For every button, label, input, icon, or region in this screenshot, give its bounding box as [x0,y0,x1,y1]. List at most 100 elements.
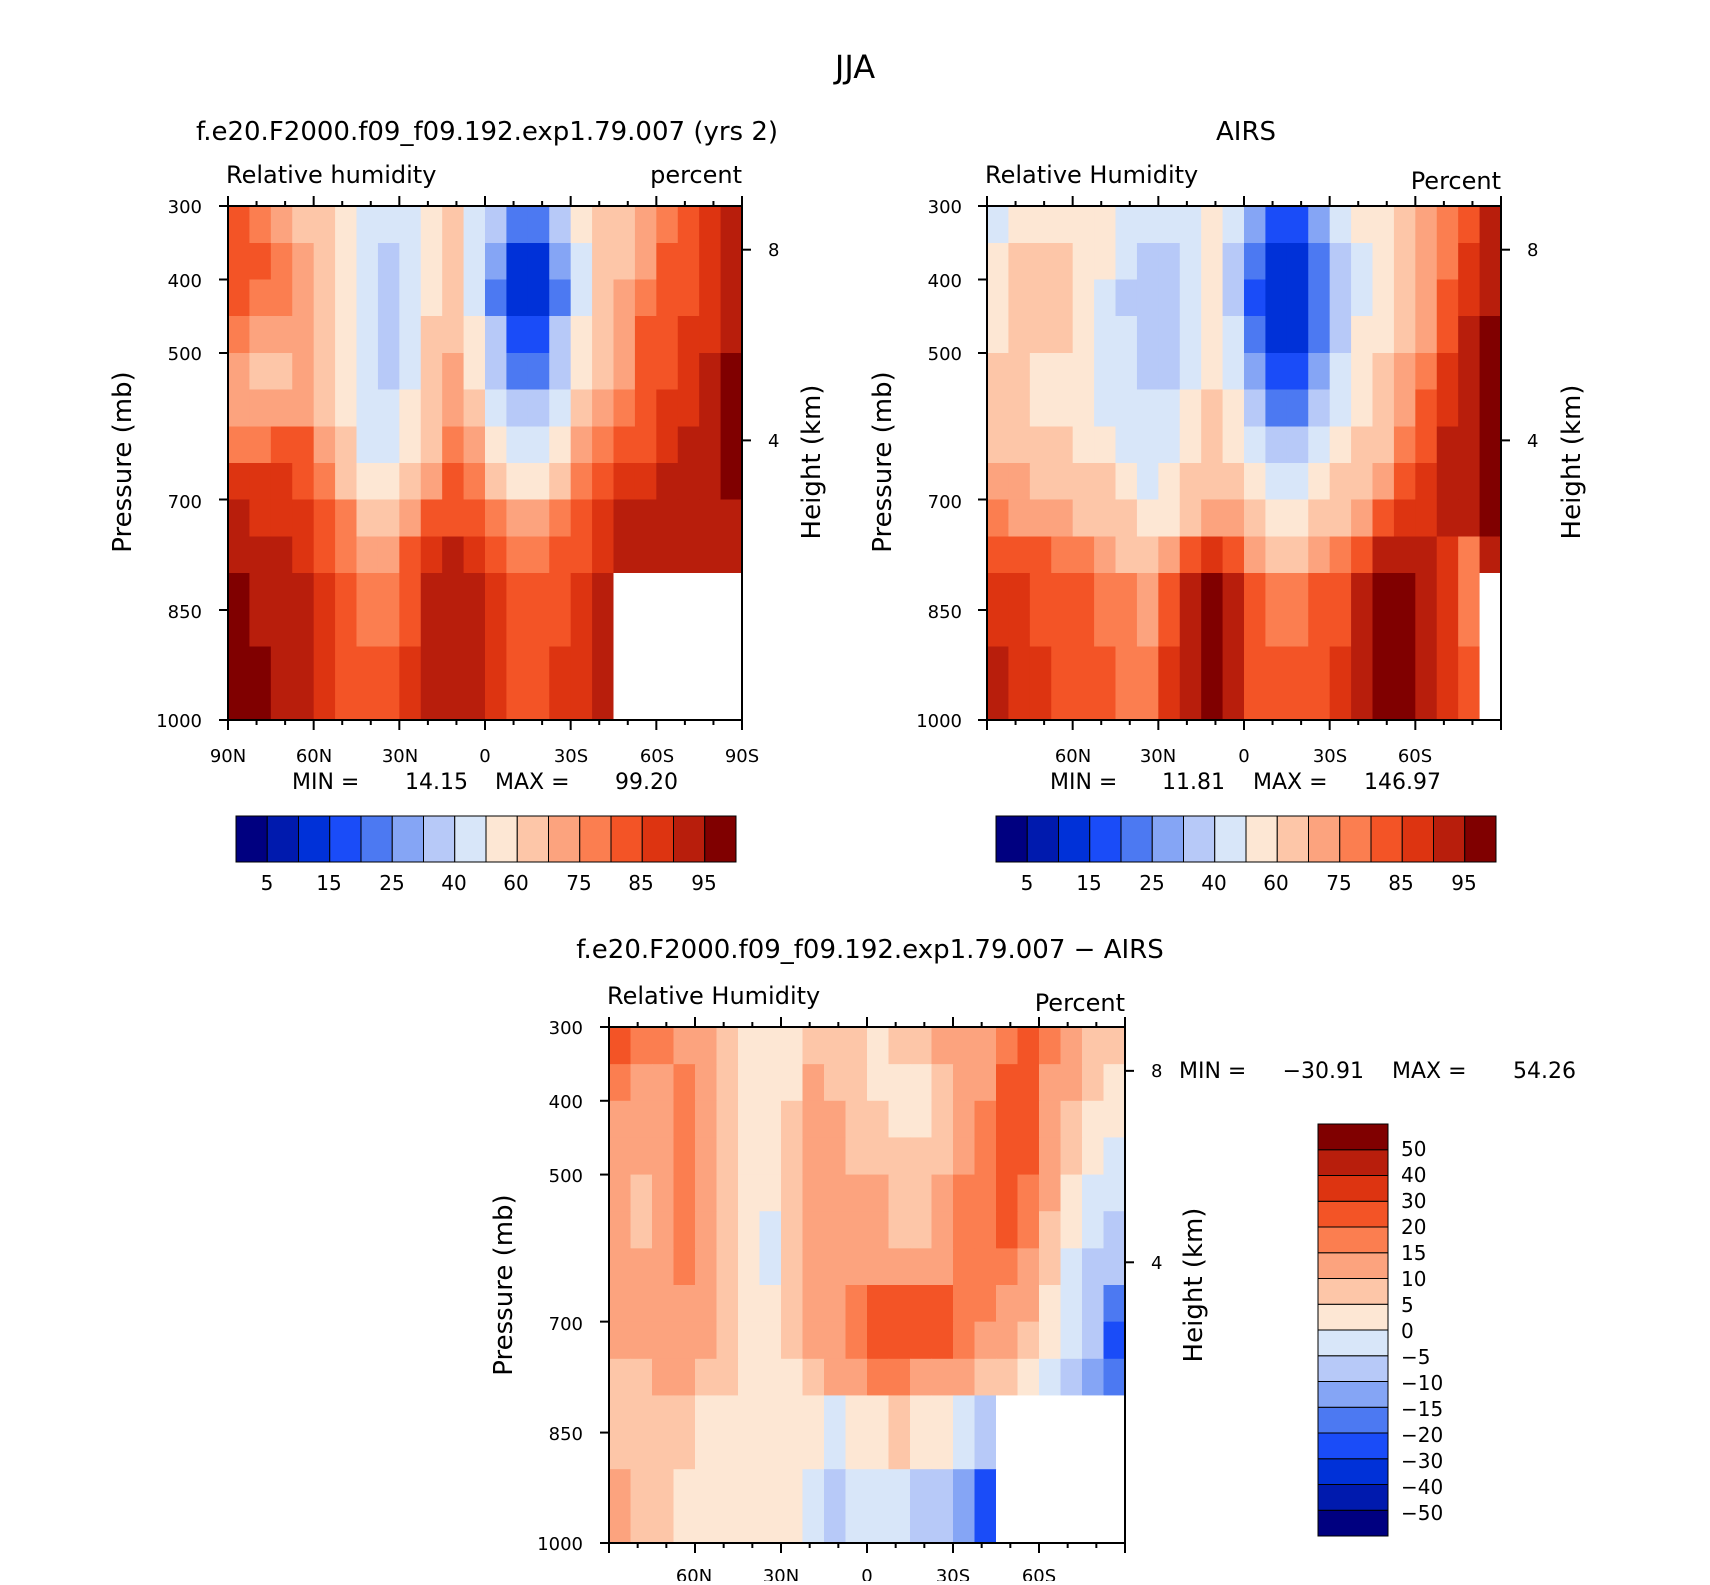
heatmap-cell [270,573,293,648]
heatmap-cell [1039,1027,1062,1065]
heatmap-cell [910,1248,933,1286]
heatmap-cell [1415,243,1438,281]
heatmap-cell [781,1358,804,1397]
heatmap-cell [652,1285,675,1323]
heatmap-cell [613,499,636,538]
heatmap-cell [292,279,315,317]
heatmap-cell [695,1358,718,1397]
heatmap-cell [1158,316,1181,354]
heatmap-cell [399,573,422,648]
heatmap-cell [888,1469,911,1544]
heatmap-cell [1008,646,1031,721]
heatmap-cell [1308,646,1331,721]
heatmap-cell [613,536,636,574]
heatmap-cell [1222,279,1245,317]
heatmap-cell [1094,573,1117,648]
heatmap-cell [463,389,486,428]
heatmap-cell [1051,646,1074,721]
heatmap-cell [824,1321,847,1360]
heatmap-cell [845,1027,868,1065]
heatmap-cell [656,463,679,501]
heatmap-cell [613,646,636,721]
heatmap-cell [1351,279,1374,317]
heatmap-cell [609,1248,632,1286]
heatmap-cell [695,1321,718,1360]
colorbar-label: 60 [1263,871,1288,895]
heatmap-cell [1072,463,1095,501]
heatmap-cell [463,426,486,464]
heatmap-cell [1136,353,1159,391]
colorbar-label: 5 [1021,871,1034,895]
heatmap-cell [673,1358,696,1397]
heatmap-cell [888,1211,911,1249]
heatmap-cell [1082,1211,1105,1249]
colorbar-box [1317,1458,1389,1485]
heatmap-cell [781,1395,804,1470]
heatmap-cell [695,1469,718,1544]
heatmap-cell [377,463,400,501]
heatmap-cell [1051,206,1074,244]
heatmap-cell [527,389,550,428]
heatmap-cell [335,536,358,574]
heatmap-cell [270,499,293,538]
heatmap-cell [1072,206,1095,244]
heatmap-cell [485,206,508,244]
heatmap-cell [613,206,636,244]
heatmap-cell [824,1469,847,1544]
heatmap-cell [1329,206,1352,244]
heatmap-cell [1082,1137,1105,1176]
heatmap-cell [634,353,657,391]
heatmap-cell [953,1358,976,1397]
heatmap-cell [996,1321,1019,1360]
heatmap-cell [592,243,615,281]
heatmap-cell [1082,1358,1105,1397]
x-tick-label: 30N [1140,746,1176,767]
y-tick-label: 850 [928,602,962,623]
heatmap-cell [1017,1469,1040,1544]
heatmap-cell [356,646,379,721]
heatmap-cell [1222,206,1245,244]
heatmap-cell [1115,646,1138,721]
heatmap-cell [592,463,615,501]
heatmap-cell [1436,316,1459,354]
heatmap-cell [867,1285,890,1323]
heatmap-cell [845,1174,868,1212]
heatmap-cell [549,316,572,354]
x-tick-label: 60S [1022,1566,1056,1581]
heatmap-cell [888,1321,911,1360]
heatmap-cell [527,463,550,501]
heatmap-cell [1017,1395,1040,1470]
heatmap-cell [1179,316,1202,354]
heatmap-cell [1393,279,1416,317]
heatmap-cell [420,426,443,464]
heatmap-cell [1286,389,1309,428]
heatmap-cell [1244,463,1267,501]
colorbar-box [995,815,1028,863]
colorbar-label: 15 [1076,871,1101,895]
heatmap-cell [888,1285,911,1323]
heatmap-cell [824,1137,847,1176]
heatmap-cell [1103,1211,1126,1249]
heatmap-cell [549,499,572,538]
heatmap-cell [527,499,550,538]
heatmap-cell [1094,243,1117,281]
heatmap-cell [1372,426,1395,464]
heatmap-cell [1179,426,1202,464]
heatmap-cell [1115,463,1138,501]
heatmap-cell [527,353,550,391]
heatmap-cell [910,1211,933,1249]
colorbar-box [1317,1149,1389,1176]
heatmap-cell [1351,243,1374,281]
heatmap-cell [1179,353,1202,391]
heatmap-cell [570,573,593,648]
heatmap-cell [1103,1395,1126,1470]
heatmap-cell [1393,426,1416,464]
heatmap-cell [996,1137,1019,1176]
heatmap-cell [613,426,636,464]
heatmap-cell [987,426,1010,464]
heatmap-cell [1017,1358,1040,1397]
heatmap-cell [802,1100,825,1139]
heatmap-cell [1329,573,1352,648]
heatmap-cell [1372,279,1395,317]
heatmap-cell [485,279,508,317]
